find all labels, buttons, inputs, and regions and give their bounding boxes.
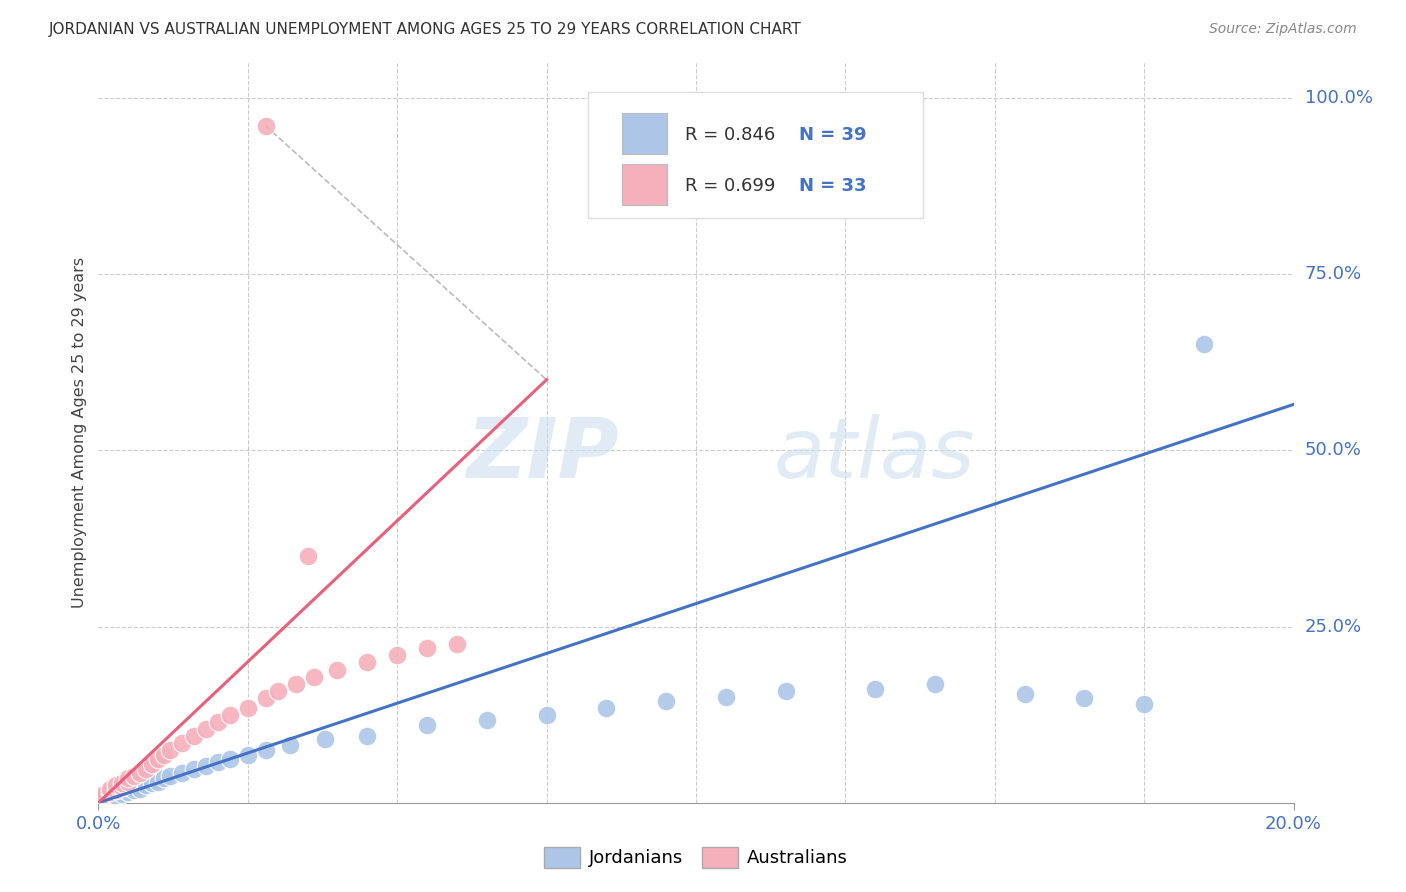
Point	[148, 774, 170, 789]
FancyBboxPatch shape	[621, 112, 668, 153]
Point	[356, 729, 378, 743]
Text: Source: ZipAtlas.com: Source: ZipAtlas.com	[1209, 22, 1357, 37]
Point	[93, 789, 115, 803]
Text: 100.0%: 100.0%	[1305, 88, 1372, 107]
Point	[105, 783, 128, 797]
Point	[141, 776, 163, 790]
Point	[326, 663, 349, 677]
Point	[98, 785, 122, 799]
Point	[98, 788, 122, 802]
Point	[655, 693, 678, 707]
Point	[117, 780, 139, 795]
Point	[105, 783, 128, 797]
Point	[105, 789, 128, 803]
Point	[1073, 691, 1095, 706]
Text: 50.0%: 50.0%	[1305, 442, 1361, 459]
FancyBboxPatch shape	[589, 92, 922, 218]
Point	[1014, 686, 1036, 700]
Text: 75.0%: 75.0%	[1305, 265, 1362, 283]
Point	[284, 677, 307, 691]
Point	[297, 549, 319, 563]
Point	[236, 700, 259, 714]
Point	[595, 700, 617, 714]
FancyBboxPatch shape	[621, 164, 668, 204]
Point	[129, 781, 152, 796]
Text: ZIP: ZIP	[465, 414, 619, 495]
Point	[416, 640, 439, 655]
Point	[148, 752, 170, 766]
Point	[111, 788, 134, 802]
Point	[207, 714, 229, 729]
Point	[207, 755, 229, 769]
Point	[111, 780, 134, 795]
Point	[124, 783, 146, 797]
Text: R = 0.846: R = 0.846	[685, 126, 776, 144]
Point	[117, 785, 139, 799]
Point	[117, 771, 139, 785]
Point	[475, 713, 498, 727]
Y-axis label: Unemployment Among Ages 25 to 29 years: Unemployment Among Ages 25 to 29 years	[72, 257, 87, 608]
Point	[98, 781, 122, 796]
Point	[153, 747, 176, 762]
Point	[141, 757, 163, 772]
Legend: Jordanians, Australians: Jordanians, Australians	[544, 847, 848, 868]
Point	[153, 771, 176, 785]
Point	[416, 718, 439, 732]
Point	[219, 752, 242, 766]
Point	[195, 722, 218, 736]
Point	[302, 670, 325, 684]
Point	[254, 119, 277, 133]
Point	[315, 732, 337, 747]
Point	[183, 762, 205, 776]
Point	[195, 759, 218, 773]
Point	[93, 788, 115, 802]
Point	[278, 738, 301, 752]
Point	[124, 769, 146, 783]
Text: N = 33: N = 33	[799, 178, 866, 195]
Point	[159, 769, 181, 783]
Point	[172, 736, 194, 750]
Point	[356, 655, 378, 669]
Point	[1192, 337, 1215, 351]
Point	[254, 691, 277, 706]
Point	[536, 707, 558, 722]
Point	[219, 707, 242, 722]
Text: JORDANIAN VS AUSTRALIAN UNEMPLOYMENT AMONG AGES 25 TO 29 YEARS CORRELATION CHART: JORDANIAN VS AUSTRALIAN UNEMPLOYMENT AMO…	[49, 22, 801, 37]
Point	[159, 743, 181, 757]
Point	[1133, 697, 1156, 711]
Point	[236, 747, 259, 762]
Point	[135, 762, 157, 776]
Point	[183, 729, 205, 743]
Point	[385, 648, 409, 662]
Point	[865, 681, 887, 696]
Point	[129, 766, 152, 780]
Text: atlas: atlas	[773, 414, 976, 495]
Point	[111, 781, 134, 796]
Point	[254, 743, 277, 757]
Point	[117, 774, 139, 789]
Point	[714, 690, 737, 704]
Text: 25.0%: 25.0%	[1305, 617, 1362, 635]
Point	[105, 778, 128, 792]
Point	[924, 677, 946, 691]
Point	[446, 637, 468, 651]
Point	[135, 778, 157, 792]
Text: N = 39: N = 39	[799, 126, 866, 144]
Point	[172, 766, 194, 780]
Text: R = 0.699: R = 0.699	[685, 178, 776, 195]
Point	[98, 785, 122, 799]
Point	[111, 776, 134, 790]
Point	[775, 684, 797, 698]
Point	[267, 684, 290, 698]
